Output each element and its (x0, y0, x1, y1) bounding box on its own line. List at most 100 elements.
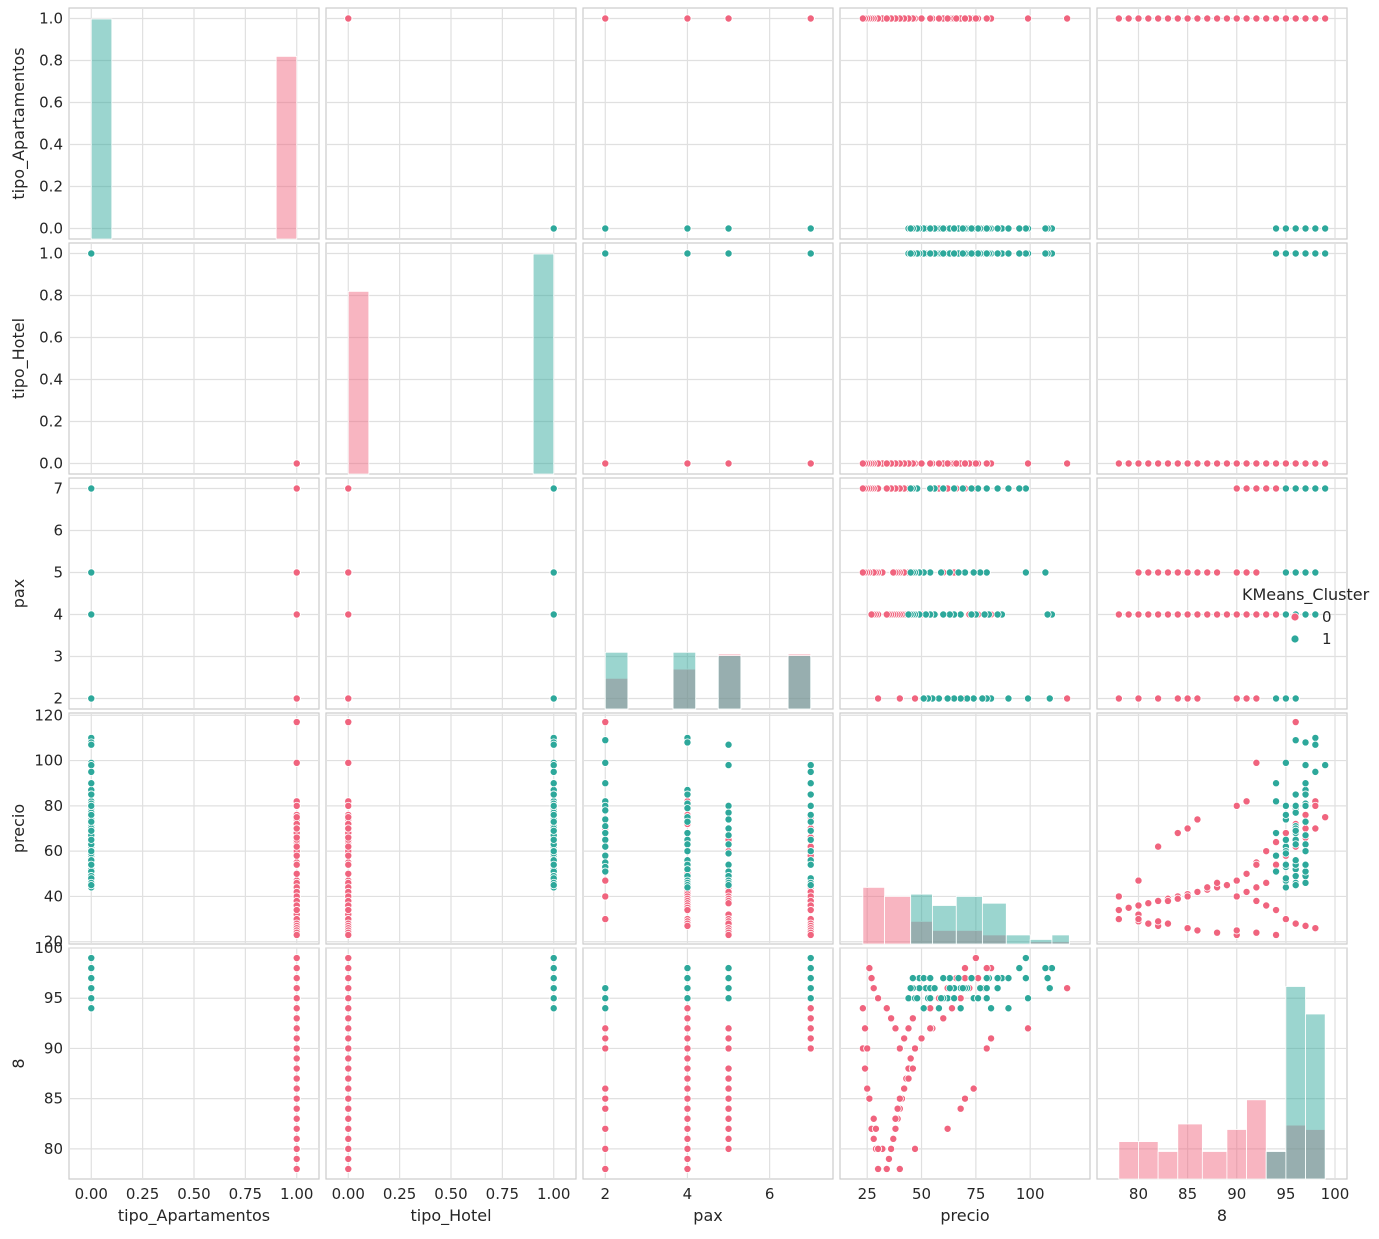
scatter-point-cluster_0 (292, 824, 301, 833)
scatter-point-cluster_0 (1252, 896, 1261, 905)
scatter-point-cluster_1 (683, 738, 692, 747)
scatter-point-cluster_0 (863, 1084, 872, 1093)
scatter-point-cluster_1 (806, 767, 815, 776)
scatter-point-cluster_1 (967, 249, 976, 258)
scatter-point-cluster_0 (891, 1114, 900, 1123)
scatter-point-cluster_0 (724, 459, 733, 468)
scatter-point-cluster_1 (1301, 801, 1310, 810)
scatter-point-cluster_1 (908, 974, 917, 983)
scatter-point-cluster_1 (919, 694, 928, 703)
scatter-point-cluster_0 (1311, 924, 1320, 933)
hist-bar-cluster_1 (1005, 934, 1031, 945)
scatter-point-cluster_1 (724, 831, 733, 840)
scatter-point-cluster_1 (1301, 817, 1310, 826)
hist-bar-cluster_1 (672, 651, 697, 710)
scatter-point-cluster_1 (945, 568, 954, 577)
scatter-point-cluster_0 (1232, 801, 1241, 810)
scatter-point-cluster_0 (1124, 903, 1133, 912)
scatter-point-cluster_0 (683, 1074, 692, 1083)
scatter-point-cluster_0 (1311, 459, 1320, 468)
scatter-point-cluster_0 (982, 1044, 991, 1053)
scatter-point-cluster_0 (1252, 860, 1261, 869)
scatter-point-cluster_1 (1041, 224, 1050, 233)
scatter-point-cluster_0 (1281, 915, 1290, 924)
scatter-point-cluster_0 (882, 1164, 891, 1173)
scatter-point-cluster_0 (1232, 694, 1241, 703)
scatter-point-cluster_0 (683, 1054, 692, 1063)
scatter-point-cluster_0 (939, 1014, 948, 1023)
scatter-point-cluster_0 (1154, 842, 1163, 851)
scatter-point-cluster_0 (683, 14, 692, 23)
scatter-point-cluster_1 (1281, 883, 1290, 892)
scatter-point-cluster_0 (344, 1014, 353, 1023)
scatter-point-cluster_1 (980, 610, 989, 619)
scatter-point-cluster_0 (969, 1084, 978, 1093)
scatter-point-cluster_0 (292, 610, 301, 619)
panel-frame (582, 712, 834, 945)
scatter-point-cluster_1 (939, 249, 948, 258)
scatter-point-cluster_0 (344, 758, 353, 767)
y-tick-label-tipo_Hotel: 1.0 (39, 245, 63, 263)
y-tick-label-tipo_Apartamentos: 0.4 (39, 136, 63, 154)
legend-label-1: 1 (1322, 630, 1332, 648)
scatter-point-cluster_1 (1301, 738, 1310, 747)
scatter-point-cluster_1 (1291, 484, 1300, 493)
x-tick-label-tipo_Hotel: 0.25 (383, 1185, 416, 1203)
scatter-point-cluster_0 (344, 1154, 353, 1163)
scatter-point-cluster_0 (344, 694, 353, 703)
panel-tipo_Hotel-vs-tipo_Hotel (325, 242, 577, 475)
x-tick-label-8: 85 (1178, 1185, 1197, 1203)
scatter-point-cluster_1 (601, 835, 610, 844)
scatter-point-cluster_0 (724, 1074, 733, 1083)
scatter-point-cluster_0 (806, 906, 815, 915)
scatter-point-cluster_1 (806, 860, 815, 869)
scatter-point-cluster_0 (1291, 718, 1300, 727)
scatter-point-cluster_1 (1301, 867, 1310, 876)
scatter-point-cluster_0 (874, 1164, 883, 1173)
x-tick-label-tipo_Apartamentos: 0.75 (229, 1185, 262, 1203)
scatter-point-cluster_1 (87, 484, 96, 493)
scatter-point-cluster_1 (958, 224, 967, 233)
scatter-point-cluster_0 (292, 984, 301, 993)
panel-precio-vs-pax (582, 712, 834, 945)
scatter-point-cluster_0 (926, 14, 935, 23)
scatter-point-cluster_0 (344, 1164, 353, 1173)
scatter-point-cluster_0 (344, 1144, 353, 1153)
scatter-point-cluster_1 (934, 1004, 943, 1013)
scatter-point-cluster_1 (87, 740, 96, 749)
scatter-point-cluster_1 (549, 881, 558, 890)
panel-frame (582, 477, 834, 710)
scatter-point-cluster_0 (961, 1094, 970, 1103)
scatter-point-cluster_1 (683, 847, 692, 856)
scatter-point-cluster_0 (292, 1084, 301, 1093)
y-tick-label-8: 100 (34, 939, 63, 957)
panel-frame (839, 242, 1091, 475)
scatter-point-cluster_0 (1272, 838, 1281, 847)
hist-bar-cluster_1 (1265, 1151, 1287, 1180)
scatter-point-cluster_0 (887, 1144, 896, 1153)
scatter-point-cluster_1 (549, 835, 558, 844)
hist-bar-cluster_1 (910, 893, 933, 945)
scatter-point-cluster_1 (87, 568, 96, 577)
scatter-point-cluster_1 (724, 994, 733, 1003)
scatter-point-cluster_0 (1163, 896, 1172, 905)
scatter-point-cluster_1 (87, 826, 96, 835)
y-tick-label-8: 80 (44, 1140, 63, 1158)
scatter-point-cluster_0 (1301, 459, 1310, 468)
scatter-point-cluster_0 (1193, 568, 1202, 577)
scatter-point-cluster_1 (724, 840, 733, 849)
scatter-point-cluster_0 (292, 930, 301, 939)
scatter-point-cluster_0 (1114, 694, 1123, 703)
scatter-point-cluster_0 (1154, 459, 1163, 468)
hist-bar-cluster_1 (955, 896, 983, 945)
scatter-point-cluster_0 (900, 1034, 909, 1043)
scatter-point-cluster_1 (806, 974, 815, 983)
scatter-point-cluster_0 (982, 459, 991, 468)
scatter-point-cluster_1 (601, 736, 610, 745)
scatter-point-cluster_1 (974, 994, 983, 1003)
scatter-point-cluster_1 (967, 484, 976, 493)
scatter-point-cluster_0 (601, 459, 610, 468)
scatter-point-cluster_0 (601, 1144, 610, 1153)
scatter-point-cluster_0 (344, 1054, 353, 1063)
scatter-point-cluster_0 (344, 610, 353, 619)
